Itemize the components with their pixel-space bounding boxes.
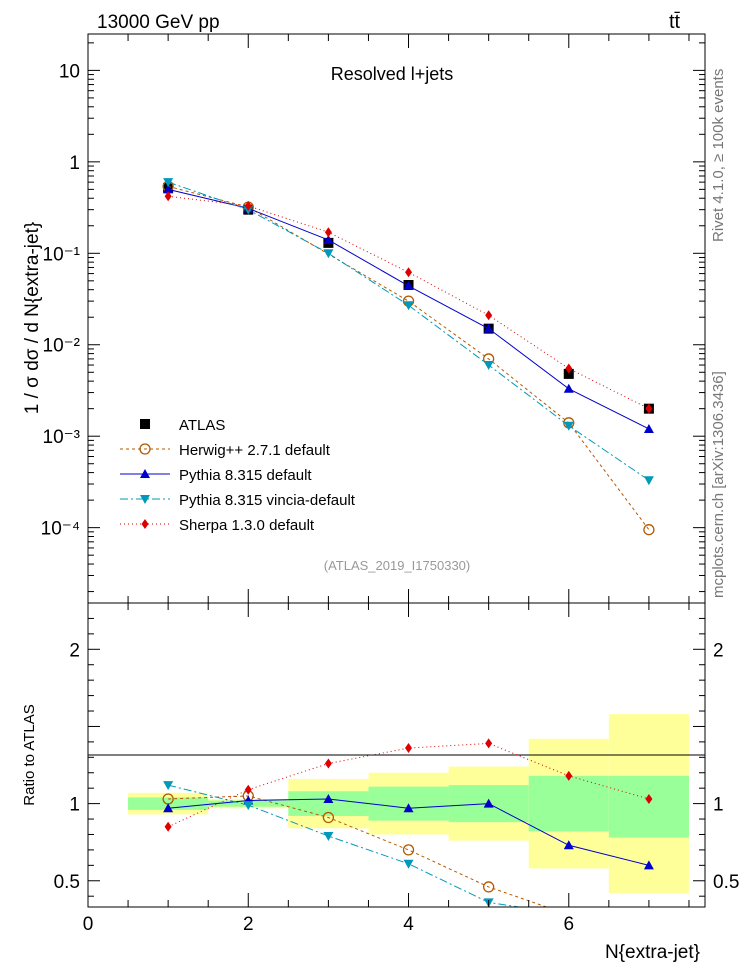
data-point [324, 227, 332, 238]
ratio-point [645, 793, 653, 804]
main-y-tick-label: 1 [69, 153, 80, 174]
ratio-point [163, 803, 174, 813]
main-y-tick-label: 10⁻⁴ [41, 519, 80, 540]
ratio-y-tick-label: 1 [69, 795, 80, 816]
series-line [167, 181, 650, 481]
ratio-ylabel: Ratio to ATLAS [21, 704, 38, 805]
ratio-point [563, 840, 574, 850]
ratio-y-tick-label: 2 [69, 640, 80, 661]
data-point [244, 200, 252, 211]
series-line [168, 185, 650, 530]
main-series-pythia-8-315-vincia-default [163, 178, 654, 486]
ratio-point [403, 803, 414, 813]
legend-entry: Pythia 8.315 default [120, 467, 312, 484]
x-tick-label: 2 [243, 914, 254, 935]
x-tick-label: 4 [403, 914, 414, 935]
watermark: (ATLAS_2019_I1750330) [324, 558, 470, 573]
main-series-sherpa-1-3-0-default [164, 191, 653, 414]
data-point [485, 310, 493, 321]
data-point [405, 267, 413, 278]
data-point [643, 476, 654, 486]
main-title: Resolved l+jets [331, 64, 454, 84]
data-point [163, 184, 174, 194]
ratio-point [243, 801, 254, 811]
ratio-point [482, 881, 495, 893]
uncertainty-band-inner [528, 775, 609, 832]
legend-entry: Sherpa 1.3.0 default [120, 517, 315, 534]
main-y-tick-label: 10⁻² [43, 336, 81, 357]
ratio-frame [87, 602, 706, 908]
legend-label: Pythia 8.315 default [179, 467, 312, 484]
ratio-point [405, 743, 413, 754]
main-panel: Resolved l+jets (ATLAS_2019_I1750330) 1 … [22, 33, 706, 604]
ratio-point [324, 758, 332, 769]
legend-label: Herwig++ 2.7.1 default [179, 442, 331, 459]
ratio-point [403, 859, 414, 869]
rivet-label: Rivet 4.1.0, ≥ 100k events [710, 69, 727, 242]
legend-label: Pythia 8.315 vincia-default [179, 492, 356, 509]
x-tick-label: 0 [83, 914, 94, 935]
data-point [645, 403, 653, 414]
data-point [483, 323, 494, 333]
legend-marker [140, 495, 150, 504]
ratio-point [244, 784, 252, 795]
data-point [483, 361, 494, 371]
ratio-point [164, 821, 172, 832]
data-point [643, 524, 655, 536]
ratio-point [163, 781, 174, 791]
ratio-point [323, 793, 334, 803]
legend-marker [141, 519, 149, 529]
ratio-y-tick-label: 2 [713, 640, 724, 661]
data-point [563, 368, 574, 379]
ratio-panel: Ratio to ATLAS 0.5 0.5 1 1 2 2 0 2 4 6 N{extra-j… [21, 34, 739, 963]
legend-entry: Herwig++ 2.7.1 default [120, 442, 331, 459]
header-left-label: 13000 GeV pp [97, 12, 220, 33]
ratio-y-tick-label: 1 [713, 795, 724, 816]
legend-marker [140, 469, 150, 478]
legend-entry: Pythia 8.315 vincia-default [120, 492, 356, 509]
mcplots-label: mcplots.cern.ch [arXiv:1306.3436] [710, 371, 727, 598]
legend-marker [139, 443, 151, 455]
ratio-point [565, 770, 573, 781]
data-point [403, 280, 414, 290]
ratio-series-sherpa-1-3-0-default [164, 738, 653, 832]
data-point [643, 423, 654, 433]
ratio-y-tick-label: 0.5 [54, 872, 80, 893]
ratio-point [485, 738, 493, 749]
data-point [565, 363, 573, 374]
ratio-point [322, 811, 335, 824]
main-y-tick-label: 10⁻³ [43, 427, 81, 448]
data-point [563, 421, 574, 431]
main-y-tick-label: 10 [59, 61, 80, 82]
data-point [163, 178, 174, 188]
ratio-point [483, 798, 494, 808]
legend-label: ATLAS [179, 417, 225, 434]
data-point [323, 234, 334, 244]
ratio-point [402, 844, 415, 856]
ratio-point [643, 860, 654, 870]
ratio-point [644, 929, 654, 938]
legend: ATLAS Herwig++ 2.7.1 default Pythia 8.315 … [120, 417, 356, 534]
legend-entry: ATLAS [140, 417, 225, 434]
header-right-label: tt̄ [669, 11, 681, 33]
data-point [323, 249, 334, 259]
ratio-point [323, 832, 334, 842]
data-point [563, 383, 574, 393]
data-point [164, 191, 172, 202]
main-series-atlas [163, 182, 654, 414]
ratio-y-tick-label: 0.5 [713, 872, 739, 893]
main-ylabel: 1 / σ dσ / d N{extra-jet} [22, 222, 43, 414]
legend-label: Sherpa 1.3.0 default [179, 517, 315, 534]
main-y-tick-label: 10⁻¹ [43, 244, 81, 265]
x-tick-label: 6 [563, 914, 574, 935]
uncertainty-band-inner [608, 775, 689, 838]
x-axis-label: N{extra-jet} [605, 942, 700, 963]
data-point [403, 301, 414, 311]
legend-marker [140, 419, 150, 429]
